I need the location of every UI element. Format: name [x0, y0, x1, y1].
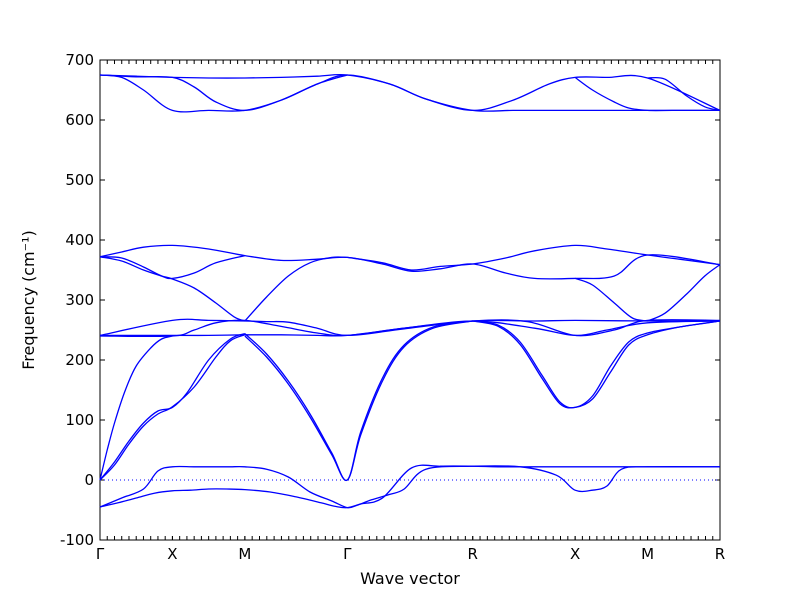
phonon-branch: [574, 277, 648, 322]
phonon-branch: [99, 465, 721, 509]
x-axis-label: Wave vector: [360, 569, 460, 588]
phonon-branch: [99, 332, 246, 481]
y-tick-label: 100: [65, 411, 94, 429]
phonon-branch: [99, 464, 720, 509]
phonon-branches: [99, 73, 721, 509]
x-tick-label: Γ: [96, 545, 105, 563]
phonon-branch: [99, 74, 348, 112]
phonon-branch: [472, 320, 721, 409]
y-tick-label: 300: [65, 291, 94, 309]
phonon-branch: [244, 320, 473, 481]
phonon-branch: [99, 320, 721, 337]
x-tick-label: X: [570, 545, 580, 563]
x-tick-label: M: [238, 545, 251, 563]
x-tick-label: M: [641, 545, 654, 563]
phonon-branch: [472, 320, 721, 409]
y-tick-label: 400: [65, 231, 94, 249]
x-tick-label: R: [715, 545, 725, 563]
phonon-branch: [99, 335, 173, 481]
y-tick-label: 600: [65, 111, 94, 129]
y-axis-ticks: -100 0 100 200 300 400 500 600 700: [60, 51, 720, 549]
y-axis-label: Frequency (cm⁻¹): [19, 230, 38, 369]
y-tick-label: 500: [65, 171, 94, 189]
phonon-branch: [99, 318, 721, 337]
x-tick-label: R: [468, 545, 478, 563]
phonon-branch: [244, 256, 348, 322]
phonon-branch: [99, 74, 720, 113]
phonon-branch: [99, 334, 246, 481]
x-tick-label: Γ: [343, 545, 352, 563]
y-tick-label: 700: [65, 51, 94, 69]
y-tick-label: 200: [65, 351, 94, 369]
phonon-branch: [574, 76, 720, 112]
phonon-branch: [647, 264, 721, 322]
phonon-branch: [347, 244, 721, 271]
x-tick-label: X: [167, 545, 177, 563]
y-tick-label: 0: [84, 471, 94, 489]
plot-frame: [99, 59, 721, 541]
phonon-branch: [99, 254, 246, 280]
y-tick-label: -100: [60, 531, 94, 549]
phonon-branch: [647, 76, 721, 112]
